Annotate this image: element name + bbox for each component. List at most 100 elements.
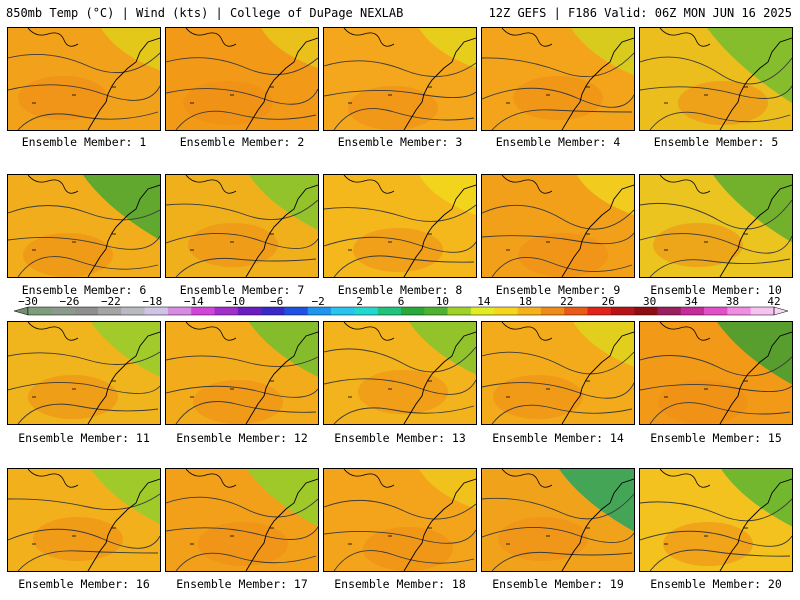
height-contour [640, 85, 792, 99]
ensemble-member-label: Ensemble Member: 7 [179, 283, 305, 297]
map-canvas [640, 322, 792, 424]
map-canvas [482, 28, 634, 130]
scale-swatch [51, 307, 75, 315]
scale-tick-label: 2 [356, 296, 363, 308]
ensemble-member-map [323, 321, 477, 425]
scale-tick-label: 26 [602, 296, 615, 308]
warm-region [678, 81, 768, 125]
great-lakes-outline [659, 322, 711, 341]
great-lakes-outline [27, 469, 79, 488]
scale-tick-label: 18 [519, 296, 532, 308]
height-contour [491, 404, 633, 424]
map-canvas [482, 322, 634, 424]
great-lakes-outline [185, 175, 237, 194]
scale-arrow-left [14, 306, 29, 316]
height-contour [649, 402, 791, 424]
scale-tick-label: −2 [311, 296, 324, 308]
height-contour [491, 109, 633, 130]
scale-tick-label: −18 [142, 296, 162, 308]
ensemble-member-label: Ensemble Member: 17 [176, 577, 308, 591]
warm-region [663, 522, 753, 566]
scale-tick-label: −10 [225, 296, 245, 308]
height-contour [324, 204, 476, 222]
great-lakes-outline [27, 28, 79, 47]
ensemble-member-label: Ensemble Member: 9 [495, 283, 621, 297]
temperature-color-scale: −30 −26 −22 −18 −14 −10 −6 −2 2 6 10 14 18 22 26 30 34 38… [14, 296, 788, 318]
scale-swatch [447, 307, 472, 315]
coastline [561, 184, 634, 277]
scale-tick-label: −22 [101, 296, 121, 308]
ensemble-member-map [165, 468, 319, 572]
scale-swatch [261, 307, 285, 315]
map-canvas [640, 469, 792, 571]
ensemble-member-map [323, 468, 477, 572]
height-contour [324, 378, 476, 395]
scale-swatch [680, 307, 705, 315]
cool-region [83, 175, 160, 240]
cool-region [573, 322, 634, 367]
height-contour [166, 88, 318, 105]
scale-swatch [237, 307, 262, 315]
warm-region [358, 370, 448, 414]
warm-region [348, 86, 438, 130]
height-contour [324, 346, 476, 373]
ensemble-member-label: Ensemble Member: 11 [18, 431, 150, 445]
header-title: 850mb Temp (°C) | Wind (kts) | College o… [6, 6, 404, 20]
scale-swatch [28, 307, 52, 315]
cool-region [409, 322, 476, 375]
cool-region [577, 175, 634, 215]
great-lakes-outline [501, 175, 553, 194]
scale-tick-label: −30 [18, 296, 38, 308]
great-lakes-outline [27, 322, 79, 341]
ensemble-member-label: Ensemble Member: 4 [495, 135, 621, 149]
scale-swatch [610, 307, 635, 315]
great-lakes-outline [343, 322, 395, 341]
scale-swatch [121, 307, 145, 315]
warm-region [363, 527, 453, 571]
height-contour [640, 384, 792, 392]
cool-region [249, 175, 318, 230]
ensemble-member-label: Ensemble Member: 10 [650, 283, 782, 297]
ensemble-member-label: Ensemble Member: 20 [650, 577, 782, 591]
coastline [403, 331, 476, 424]
coastline [245, 37, 318, 130]
cool-region [91, 322, 160, 377]
height-contour [17, 550, 159, 571]
height-contour [17, 403, 159, 424]
great-lakes-outline [501, 469, 553, 488]
ensemble-member-map [7, 321, 161, 425]
ensemble-member-map [639, 321, 793, 425]
height-contour [640, 56, 792, 85]
height-contour [482, 232, 634, 245]
ensemble-member-map [639, 27, 793, 131]
height-contour [166, 355, 318, 367]
coastline [719, 331, 792, 424]
scale-tick-label: 34 [684, 296, 698, 308]
great-lakes-outline [343, 175, 395, 194]
warm-region [18, 76, 108, 120]
scale-tick-label: −26 [60, 296, 80, 308]
height-contour [640, 530, 792, 547]
cool-region [419, 469, 476, 509]
coastline [245, 331, 318, 424]
coastline [403, 37, 476, 130]
great-lakes-outline [501, 28, 553, 47]
scale-frame [27, 306, 775, 316]
scale-swatch [191, 307, 215, 315]
warm-region [23, 233, 113, 277]
scale-swatch [727, 307, 751, 315]
scale-swatch [424, 307, 448, 315]
ensemble-member-label: Ensemble Member: 18 [334, 577, 466, 591]
warm-region [193, 380, 283, 424]
scale-swatch [214, 307, 239, 315]
scale-swatch [377, 307, 402, 315]
scale-tick-label: 14 [477, 296, 491, 308]
coastline [87, 37, 160, 130]
height-contour [482, 351, 634, 375]
scale-swatch [564, 307, 588, 315]
ensemble-member-map [481, 468, 635, 572]
coastline [87, 478, 160, 571]
height-contour [324, 529, 476, 544]
height-contour [166, 199, 318, 220]
map-canvas [166, 322, 318, 424]
